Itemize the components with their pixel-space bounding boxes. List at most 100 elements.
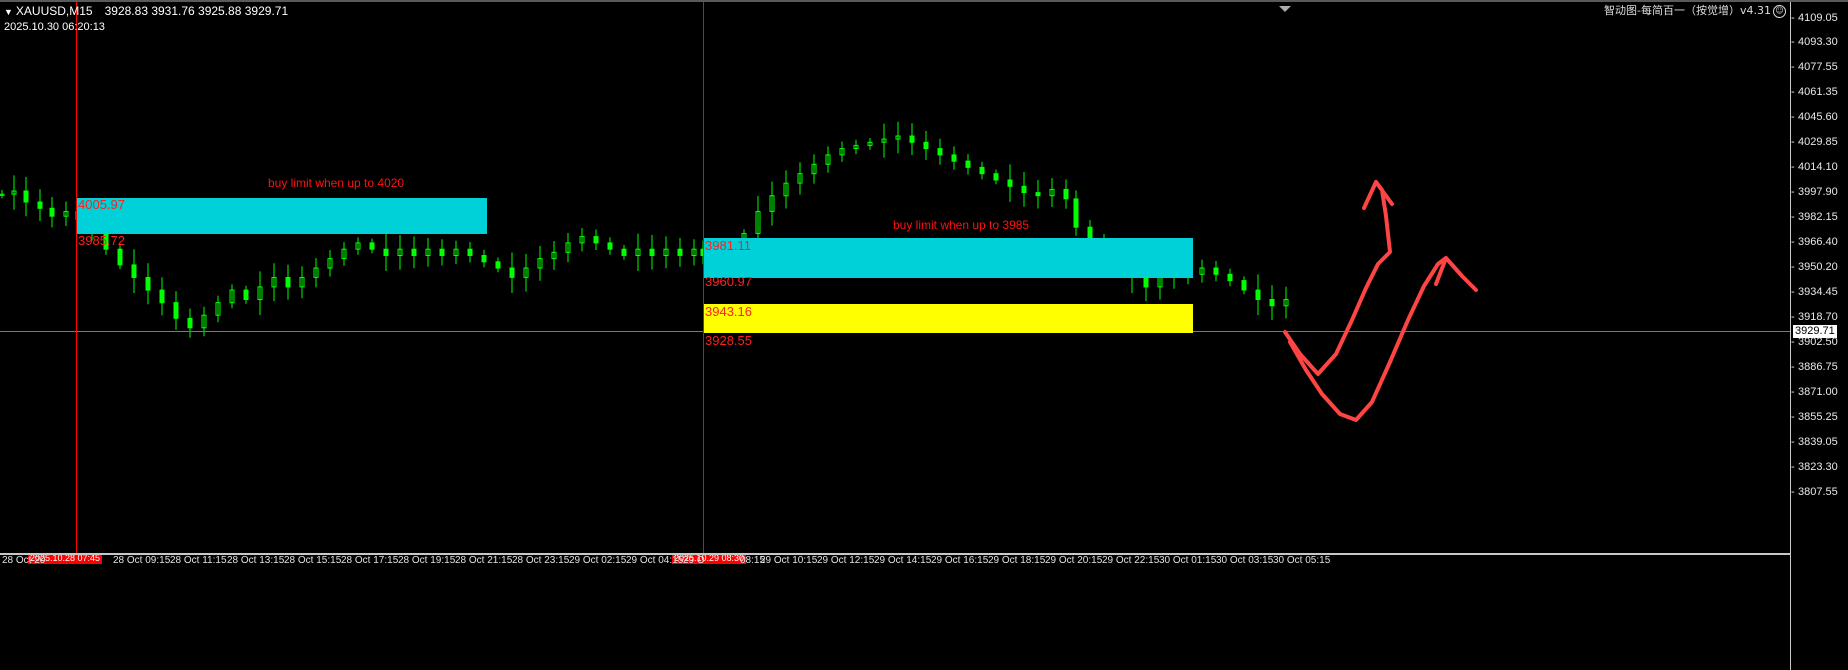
price-tick: -4077.55 — [1791, 60, 1848, 74]
price-tick-label: 4014.10 — [1798, 161, 1838, 173]
time-tick-label: 28 Oct 13:15 — [227, 555, 285, 566]
tick-dash-icon: - — [1791, 236, 1795, 248]
price-tick: -3886.75 — [1791, 360, 1848, 374]
time-tick-label: 28 Oct 19:15 — [398, 555, 456, 566]
zone-upper-note: buy limit when up to 4020 — [268, 176, 405, 190]
symbol-name: XAUUSD,M15 — [15, 4, 93, 18]
chart-canvas[interactable]: 4005.97 3985.72 buy limit when up to 402… — [0, 2, 1790, 670]
current-timestamp: 2025.10.30 06:20:13 — [4, 21, 105, 33]
zone-lower-bottom-price: 3960.97 — [705, 274, 752, 289]
tick-dash-icon: - — [1791, 461, 1795, 473]
price-tick-label: 3871.00 — [1798, 386, 1838, 398]
price-tick: -3966.40 — [1791, 235, 1848, 249]
price-tick: -3982.15 — [1791, 210, 1848, 224]
symbol-header: ▼ XAUUSD,M15 3928.83 3931.76 3925.88 3929.… — [4, 4, 288, 34]
time-tick-label: 30 Oct 03:15 — [1216, 555, 1274, 566]
time-tick-label: 29 Oct 18:15 — [988, 555, 1046, 566]
symbol-line: ▼ XAUUSD,M15 3928.83 3931.76 3925.88 3929.… — [4, 4, 288, 20]
price-tick-label: 4109.05 — [1798, 12, 1838, 24]
tick-dash-icon: - — [1791, 261, 1795, 273]
tick-dash-icon: - — [1791, 486, 1795, 498]
time-tick-label: 29 Oct 22:15 — [1102, 555, 1160, 566]
price-tick: -4061.35 — [1791, 85, 1848, 99]
price-tick-label: 3934.45 — [1798, 286, 1838, 298]
price-tick: -3823.30 — [1791, 460, 1848, 474]
tick-dash-icon: - — [1791, 161, 1795, 173]
price-tick: -3934.45 — [1791, 285, 1848, 299]
candlestick-series — [0, 121, 1478, 422]
price-tick: -4014.10 — [1791, 160, 1848, 174]
zone-lower-note: buy limit when up to 3985 — [893, 218, 1030, 232]
price-tick-label: 3807.55 — [1798, 486, 1838, 498]
time-tick-label: 29 Oct 04:15 — [626, 555, 684, 566]
price-tick-label: 3918.70 — [1798, 311, 1838, 323]
price-tick-label: 3855.25 — [1798, 411, 1838, 423]
collapse-triangle-icon[interactable] — [1279, 6, 1291, 12]
price-tick-label: 4077.55 — [1798, 61, 1838, 73]
crosshair-badge-2: 2025.10.29 08:30 — [672, 553, 747, 564]
time-tick-label: 30 Oct 01:15 — [1159, 555, 1217, 566]
smiley-icon: ☺ — [1773, 5, 1786, 18]
time-tick-label: 29 Oct 10:15 — [760, 555, 818, 566]
tick-dash-icon: - — [1791, 386, 1795, 398]
indicator-name: 智动图-每简百一（按觉增）v4.31 — [1604, 4, 1771, 17]
zone-lower-buy-zone[interactable] — [703, 238, 1193, 278]
time-tick-label: 28 Oct 17:15 — [341, 555, 399, 566]
price-tick: -3918.70 — [1791, 310, 1848, 324]
tick-dash-icon: - — [1791, 361, 1795, 373]
crosshair-line-2 — [703, 2, 704, 555]
price-tick: -3950.20 — [1791, 260, 1848, 274]
tick-dash-icon: - — [1791, 411, 1795, 423]
price-tick: -3807.55 — [1791, 485, 1848, 499]
time-tick-label: 28 Oct 20 — [2, 555, 46, 566]
zone-upper-bottom-price: 3985.72 — [78, 233, 125, 248]
tick-dash-icon: - — [1791, 311, 1795, 323]
time-tick-label: 28 Oct 21:15 — [455, 555, 513, 566]
tick-dash-icon: - — [1791, 211, 1795, 223]
zone-support-zone[interactable] — [703, 304, 1193, 333]
chevron-down-icon[interactable]: ▼ — [4, 7, 13, 17]
tick-dash-icon: - — [1791, 336, 1795, 348]
time-tick-label: 28 Oct 15:15 — [284, 555, 342, 566]
tick-dash-icon: - — [1791, 436, 1795, 448]
tick-dash-icon: - — [1791, 61, 1795, 73]
price-tick: -4045.60 — [1791, 110, 1848, 124]
price-tick: -3997.90 — [1791, 185, 1848, 199]
tick-dash-icon: - — [1791, 12, 1795, 24]
time-tick-label: 29 Oct 16:15 — [931, 555, 989, 566]
time-tick-label: 28 Oct 11:15 — [170, 555, 227, 566]
zone-lower-top-price: 3981.11 — [705, 238, 752, 253]
time-axis-line — [0, 553, 1790, 555]
price-tick-label: 3839.05 — [1798, 436, 1838, 448]
time-axis-labels: 28 Oct 20 28 Oct 09:15 28 Oct 11:15 28 Oct … — [0, 555, 1790, 570]
time-tick-label: 29 Oct 12:15 — [817, 555, 875, 566]
tick-dash-icon: - — [1791, 111, 1795, 123]
price-axis[interactable]: 3929.71 -4109.05-4093.30-4077.55-4061.35… — [1790, 2, 1848, 670]
price-tick-label: 4045.60 — [1798, 111, 1838, 123]
time-tick-label: 29 Oct 14:15 — [874, 555, 932, 566]
price-tick-label: 4029.85 — [1798, 136, 1838, 148]
time-tick-label: 29 Oct 20:15 — [1045, 555, 1103, 566]
zone-support-bottom-price: 3928.55 — [705, 333, 752, 348]
price-tick-label: 3997.90 — [1798, 186, 1838, 198]
price-tick: -4109.05 — [1791, 11, 1848, 25]
price-tick-label: 3886.75 — [1798, 361, 1838, 373]
price-tick: -3855.25 — [1791, 410, 1848, 424]
time-tick-label: 08:15 — [740, 555, 766, 566]
price-tick-label: 3950.20 — [1798, 261, 1838, 273]
price-tick-label: 3902.50 — [1798, 336, 1838, 348]
price-tick: -3839.05 — [1791, 435, 1848, 449]
ohlc-values: 3928.83 3931.76 3925.88 3929.71 — [104, 4, 289, 18]
price-tick: -3902.50 — [1791, 335, 1848, 349]
time-tick-label: 29 Oct 02:15 — [569, 555, 627, 566]
zone-upper-buy-zone[interactable] — [76, 198, 487, 234]
price-tick: -3871.00 — [1791, 385, 1848, 399]
zone-support-top-price: 3943.16 — [705, 304, 752, 319]
crosshair-badge-1: 2025.10.28 07:45 — [28, 553, 103, 564]
price-tick-label: 4093.30 — [1798, 36, 1838, 48]
time-tick-label: 28 Oct 09:15 — [113, 555, 171, 566]
tick-dash-icon: - — [1791, 286, 1795, 298]
current-price-badge: 3929.71 — [1793, 325, 1837, 338]
tick-dash-icon: - — [1791, 86, 1795, 98]
